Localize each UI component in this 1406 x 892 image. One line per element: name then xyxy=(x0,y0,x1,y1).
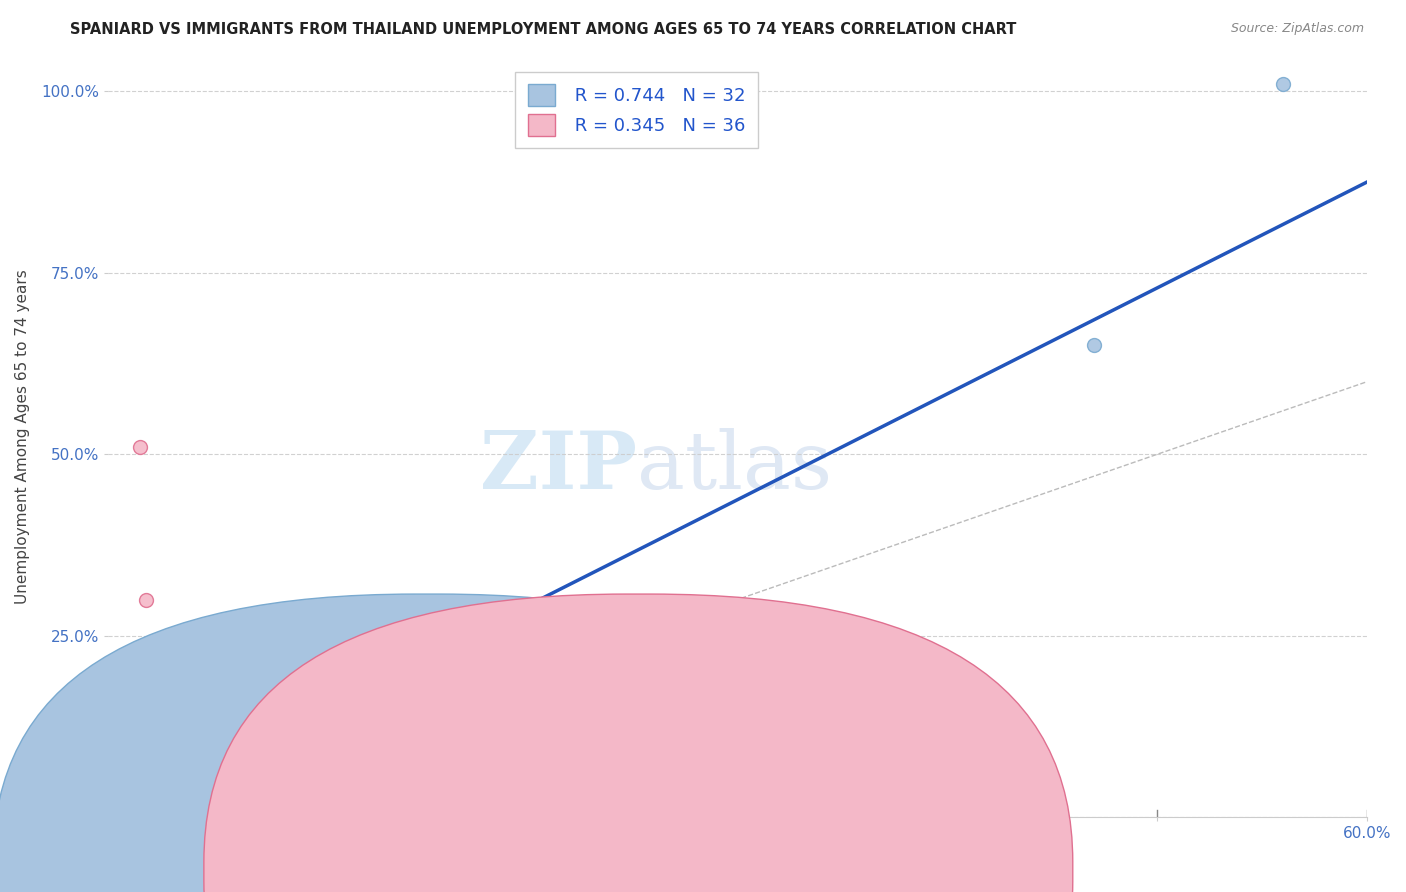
Point xyxy=(105,806,128,821)
Point xyxy=(115,806,138,821)
Text: Spaniards: Spaniards xyxy=(450,864,526,879)
Point xyxy=(177,708,200,723)
Point xyxy=(149,680,172,694)
Point xyxy=(118,806,141,821)
Point xyxy=(328,806,350,821)
Point xyxy=(120,806,142,821)
Point xyxy=(516,806,538,821)
Point xyxy=(149,806,172,821)
Point xyxy=(101,806,124,821)
Point xyxy=(122,806,145,821)
Point xyxy=(537,806,560,821)
Point xyxy=(725,615,748,629)
Text: Source: ZipAtlas.com: Source: ZipAtlas.com xyxy=(1230,22,1364,36)
Point xyxy=(143,687,166,701)
Point xyxy=(165,673,187,687)
Point xyxy=(143,723,166,738)
Point xyxy=(135,680,157,694)
Point xyxy=(132,708,155,723)
Text: SPANIARD VS IMMIGRANTS FROM THAILAND UNEMPLOYMENT AMONG AGES 65 TO 74 YEARS CORR: SPANIARD VS IMMIGRANTS FROM THAILAND UNE… xyxy=(70,22,1017,37)
Point xyxy=(181,806,204,821)
Point xyxy=(149,806,172,821)
Y-axis label: Unemployment Among Ages 65 to 74 years: Unemployment Among Ages 65 to 74 years xyxy=(15,268,30,604)
Text: atlas: atlas xyxy=(637,427,832,506)
Point xyxy=(181,806,204,821)
Point xyxy=(115,806,138,821)
Point xyxy=(170,694,193,708)
Point xyxy=(998,806,1021,821)
Point xyxy=(328,806,350,821)
Point xyxy=(349,806,371,821)
Point xyxy=(111,806,134,821)
Point xyxy=(139,650,162,665)
Point xyxy=(107,806,129,821)
Point xyxy=(131,738,153,752)
Point xyxy=(103,806,125,821)
Point xyxy=(139,665,162,679)
Point xyxy=(110,806,132,821)
Point xyxy=(127,806,149,821)
Point xyxy=(222,806,245,821)
Point xyxy=(170,806,193,821)
Point xyxy=(212,806,235,821)
Point xyxy=(127,789,149,803)
Point xyxy=(264,806,287,821)
Point xyxy=(131,781,153,796)
Point xyxy=(114,806,136,821)
Point xyxy=(139,766,162,780)
Point xyxy=(191,806,214,821)
Point xyxy=(135,774,157,789)
Point xyxy=(105,806,128,821)
Point xyxy=(1271,77,1294,91)
Text: ZIP: ZIP xyxy=(479,427,637,506)
Point xyxy=(124,806,146,821)
Point xyxy=(1083,338,1105,352)
Text: Immigrants from Thailand: Immigrants from Thailand xyxy=(661,864,859,879)
Point xyxy=(212,806,235,821)
Point xyxy=(160,806,183,821)
Legend:  R = 0.744   N = 32,  R = 0.345   N = 36: R = 0.744 N = 32, R = 0.345 N = 36 xyxy=(515,71,758,148)
Point xyxy=(110,806,132,821)
Point xyxy=(118,806,141,821)
Point xyxy=(202,806,225,821)
Point xyxy=(135,592,157,607)
Point xyxy=(307,806,329,821)
Point xyxy=(103,806,125,821)
Point xyxy=(160,650,183,665)
Point xyxy=(243,806,266,821)
Point xyxy=(101,806,124,821)
Point xyxy=(128,440,150,454)
Point xyxy=(186,806,208,821)
Point xyxy=(285,806,308,821)
Point xyxy=(156,665,179,679)
Point xyxy=(307,806,329,821)
Point xyxy=(202,806,225,821)
Point xyxy=(128,806,150,821)
Point xyxy=(114,806,136,821)
Point xyxy=(107,806,129,821)
Point xyxy=(831,806,853,821)
Point xyxy=(111,806,134,821)
Point xyxy=(122,806,145,821)
